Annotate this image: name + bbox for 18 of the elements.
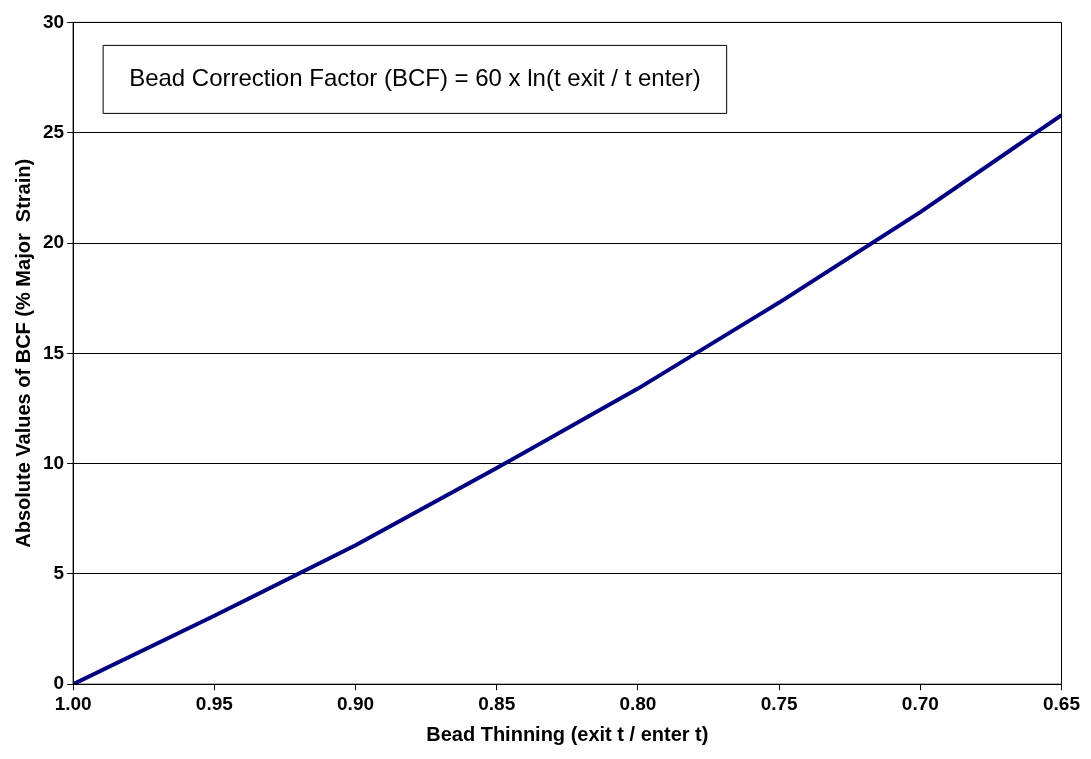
x-tick-label: 0.90 bbox=[337, 692, 375, 714]
x-tick-label: 0.80 bbox=[619, 692, 657, 714]
y-tick-label: 0 bbox=[53, 672, 65, 694]
y-tick-label: 5 bbox=[53, 562, 65, 584]
y-axis-title: Absolute Values of BCF (% Major Strain) bbox=[11, 158, 34, 548]
y-tick-label: 20 bbox=[42, 231, 65, 253]
y-tick-label: 10 bbox=[42, 451, 65, 473]
x-tick-label: 0.65 bbox=[1043, 692, 1081, 714]
x-tick-label: 0.70 bbox=[901, 692, 939, 714]
x-axis-title: Bead Thinning (exit t / enter t) bbox=[426, 722, 709, 745]
y-tick-label: 30 bbox=[42, 10, 65, 32]
x-tick-label: 0.95 bbox=[195, 692, 234, 714]
x-tick-label: 0.85 bbox=[478, 692, 516, 714]
y-tick-label: 25 bbox=[42, 120, 65, 142]
y-tick-label: 15 bbox=[42, 341, 65, 363]
x-tick-label: 0.75 bbox=[760, 692, 799, 714]
x-tick-label: 1.00 bbox=[54, 692, 92, 714]
annotation: Bead Correction Factor (BCF) = 60 x ln(t exit / t enter) bbox=[129, 64, 701, 92]
